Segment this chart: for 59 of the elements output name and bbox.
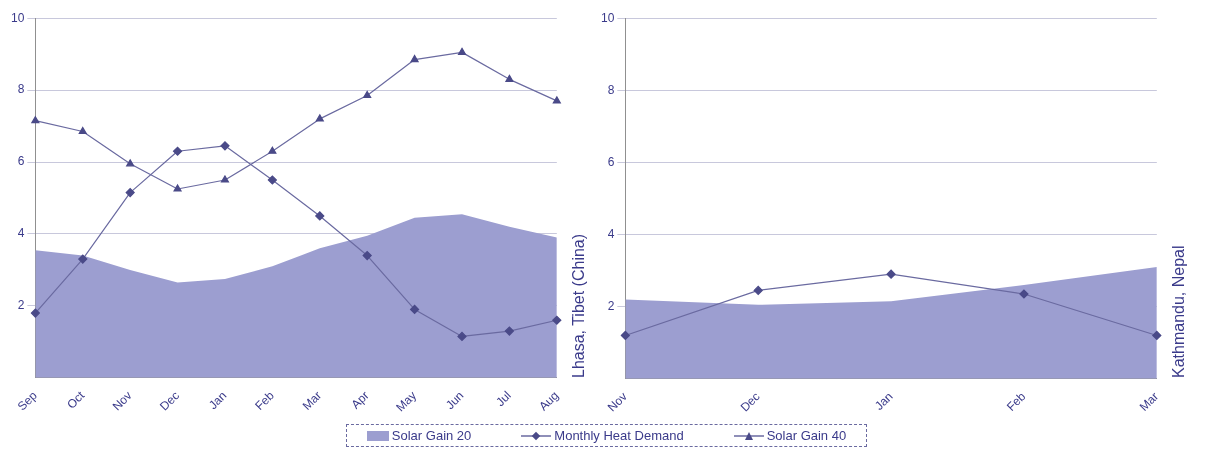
- x-tick-label: Mar: [299, 388, 325, 413]
- y-tick-label: 6: [17, 154, 25, 169]
- x-tick-label: Jan: [205, 388, 230, 413]
- point: [457, 331, 467, 342]
- point: [30, 308, 40, 318]
- point: [362, 250, 372, 261]
- x-tick-label: Nov: [109, 388, 135, 414]
- point: [410, 304, 420, 315]
- x-tick-label: Nov: [604, 389, 630, 415]
- point: [173, 184, 182, 192]
- y-tick-label: 8: [17, 82, 25, 97]
- point: [78, 126, 87, 135]
- y-tick-label: 8: [607, 82, 615, 97]
- x-tick-label: Jun: [442, 388, 467, 413]
- point: [126, 159, 135, 167]
- point: [552, 96, 561, 104]
- y-tick-label: 4: [607, 226, 615, 241]
- y-tick-label: 10: [600, 10, 615, 25]
- y-tick-label: 10: [10, 10, 25, 25]
- point: [78, 254, 88, 264]
- x-tick-label: Sep: [14, 388, 41, 414]
- point: [220, 141, 230, 151]
- y-axis-title: Lhasa, Tibet (China): [570, 232, 588, 378]
- x-tick-label: Jul: [493, 388, 514, 410]
- y-axis-title: Kathmandu, Nepal: [1170, 244, 1188, 378]
- x-tick-label: Oct: [64, 387, 88, 412]
- point: [552, 315, 562, 325]
- point: [504, 326, 515, 336]
- x-tick-label: Dec: [737, 389, 763, 415]
- x-tick-label: Dec: [157, 388, 183, 414]
- x-tick-label: Aug: [536, 388, 562, 414]
- point: [457, 47, 467, 55]
- point: [268, 146, 277, 154]
- y-tick-label: 2: [17, 298, 25, 313]
- point: [315, 114, 324, 122]
- point: [172, 146, 183, 156]
- point: [267, 175, 277, 185]
- point: [363, 90, 372, 99]
- legend-label: Solar Gain 40: [766, 428, 847, 443]
- x-tick-label: Feb: [252, 388, 278, 413]
- legend-label: Solar Gain 20: [391, 428, 472, 443]
- y-tick-label: 6: [607, 154, 615, 169]
- x-tick-label: Feb: [1003, 389, 1029, 414]
- x-tick-label: Mar: [1136, 389, 1162, 414]
- point: [505, 74, 514, 82]
- x-tick-label: Jan: [871, 389, 896, 413]
- point: [315, 211, 325, 221]
- x-tick-label: Apr: [348, 388, 372, 412]
- point: [620, 330, 630, 341]
- y-tick-label: 2: [607, 298, 615, 313]
- legend-label: Monthly Heat Demand: [554, 428, 684, 443]
- point: [125, 188, 135, 198]
- point: [753, 285, 763, 295]
- y-tick-label: 4: [17, 226, 25, 241]
- point: [886, 269, 896, 279]
- point: [410, 54, 419, 63]
- point: [220, 175, 230, 183]
- point: [1152, 330, 1162, 341]
- x-tick-label: May: [393, 388, 420, 415]
